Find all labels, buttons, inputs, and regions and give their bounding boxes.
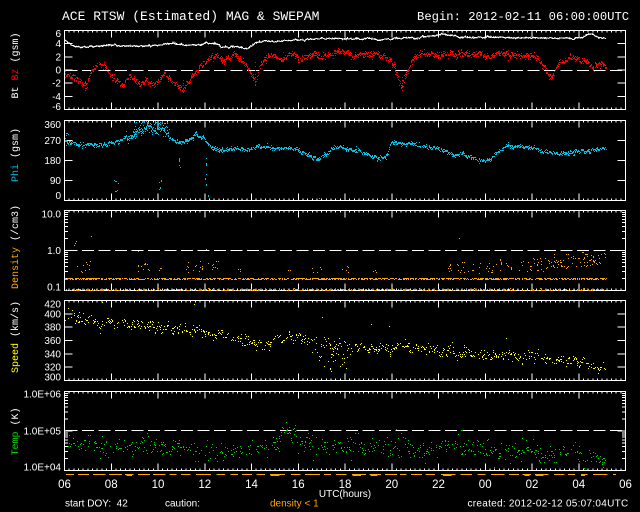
- svg-text:2: 2: [55, 52, 61, 63]
- svg-text:360: 360: [44, 120, 61, 131]
- svg-text:10: 10: [152, 479, 165, 491]
- svg-text:18: 18: [339, 479, 352, 491]
- svg-text:22: 22: [432, 479, 445, 491]
- svg-text:caution:: caution:: [165, 499, 200, 510]
- svg-text:180: 180: [44, 156, 61, 167]
- svg-text:14: 14: [245, 479, 258, 491]
- svg-text:02: 02: [526, 479, 539, 491]
- svg-text:Temp (K): Temp (K): [10, 407, 22, 455]
- svg-text:20: 20: [385, 479, 398, 491]
- svg-text:UTC(hours): UTC(hours): [319, 489, 371, 500]
- svg-text:380: 380: [44, 323, 61, 334]
- svg-text:12: 12: [198, 479, 211, 491]
- svg-text:0: 0: [55, 66, 61, 77]
- svg-text:Density (/cm3): Density (/cm3): [10, 205, 22, 289]
- svg-text:0.1: 0.1: [47, 283, 61, 294]
- svg-text:6: 6: [55, 29, 61, 40]
- svg-text:Speed (km/s): Speed (km/s): [10, 301, 22, 373]
- svg-text:1.0E+05: 1.0E+05: [23, 427, 61, 438]
- svg-text:Begin: 2012-02-11 06:00:00UTC: Begin: 2012-02-11 06:00:00UTC: [417, 10, 629, 24]
- svg-text:10.0: 10.0: [42, 210, 62, 221]
- svg-text:Phi (gsm): Phi (gsm): [10, 128, 22, 182]
- svg-text:06: 06: [58, 479, 71, 491]
- svg-text:1.0E+04: 1.0E+04: [23, 463, 61, 474]
- svg-text:360: 360: [44, 336, 61, 347]
- svg-text:1.0: 1.0: [47, 246, 61, 257]
- svg-text:created: 2012-02-12 05:07:04UT: created: 2012-02-12 05:07:04UTC: [468, 499, 629, 510]
- svg-text:0: 0: [55, 191, 61, 202]
- svg-text:Bt Bz (gsm): Bt Bz (gsm): [10, 32, 22, 98]
- svg-text:1.0E+06: 1.0E+06: [23, 390, 61, 401]
- svg-text:400: 400: [44, 309, 61, 320]
- svg-text:4: 4: [55, 39, 61, 50]
- svg-text:density < 1: density < 1: [270, 499, 319, 510]
- svg-text:06: 06: [619, 479, 632, 491]
- svg-text:90: 90: [50, 176, 62, 187]
- svg-text:320: 320: [44, 363, 61, 374]
- svg-text:16: 16: [292, 479, 305, 491]
- svg-text:ACE RTSW (Estimated) MAG & SWE: ACE RTSW (Estimated) MAG & SWEPAM: [62, 9, 319, 24]
- svg-text:300: 300: [44, 373, 61, 384]
- svg-text:08: 08: [105, 479, 118, 491]
- svg-text:-2: -2: [52, 79, 61, 90]
- svg-text:-6: -6: [52, 102, 61, 113]
- svg-text:start DOY: 42: start DOY: 42: [65, 499, 128, 510]
- svg-text:420: 420: [44, 300, 61, 311]
- svg-text:00: 00: [479, 479, 492, 491]
- svg-text:04: 04: [572, 479, 585, 491]
- svg-text:-4: -4: [52, 92, 61, 103]
- svg-text:340: 340: [44, 349, 61, 360]
- svg-text:270: 270: [44, 136, 61, 147]
